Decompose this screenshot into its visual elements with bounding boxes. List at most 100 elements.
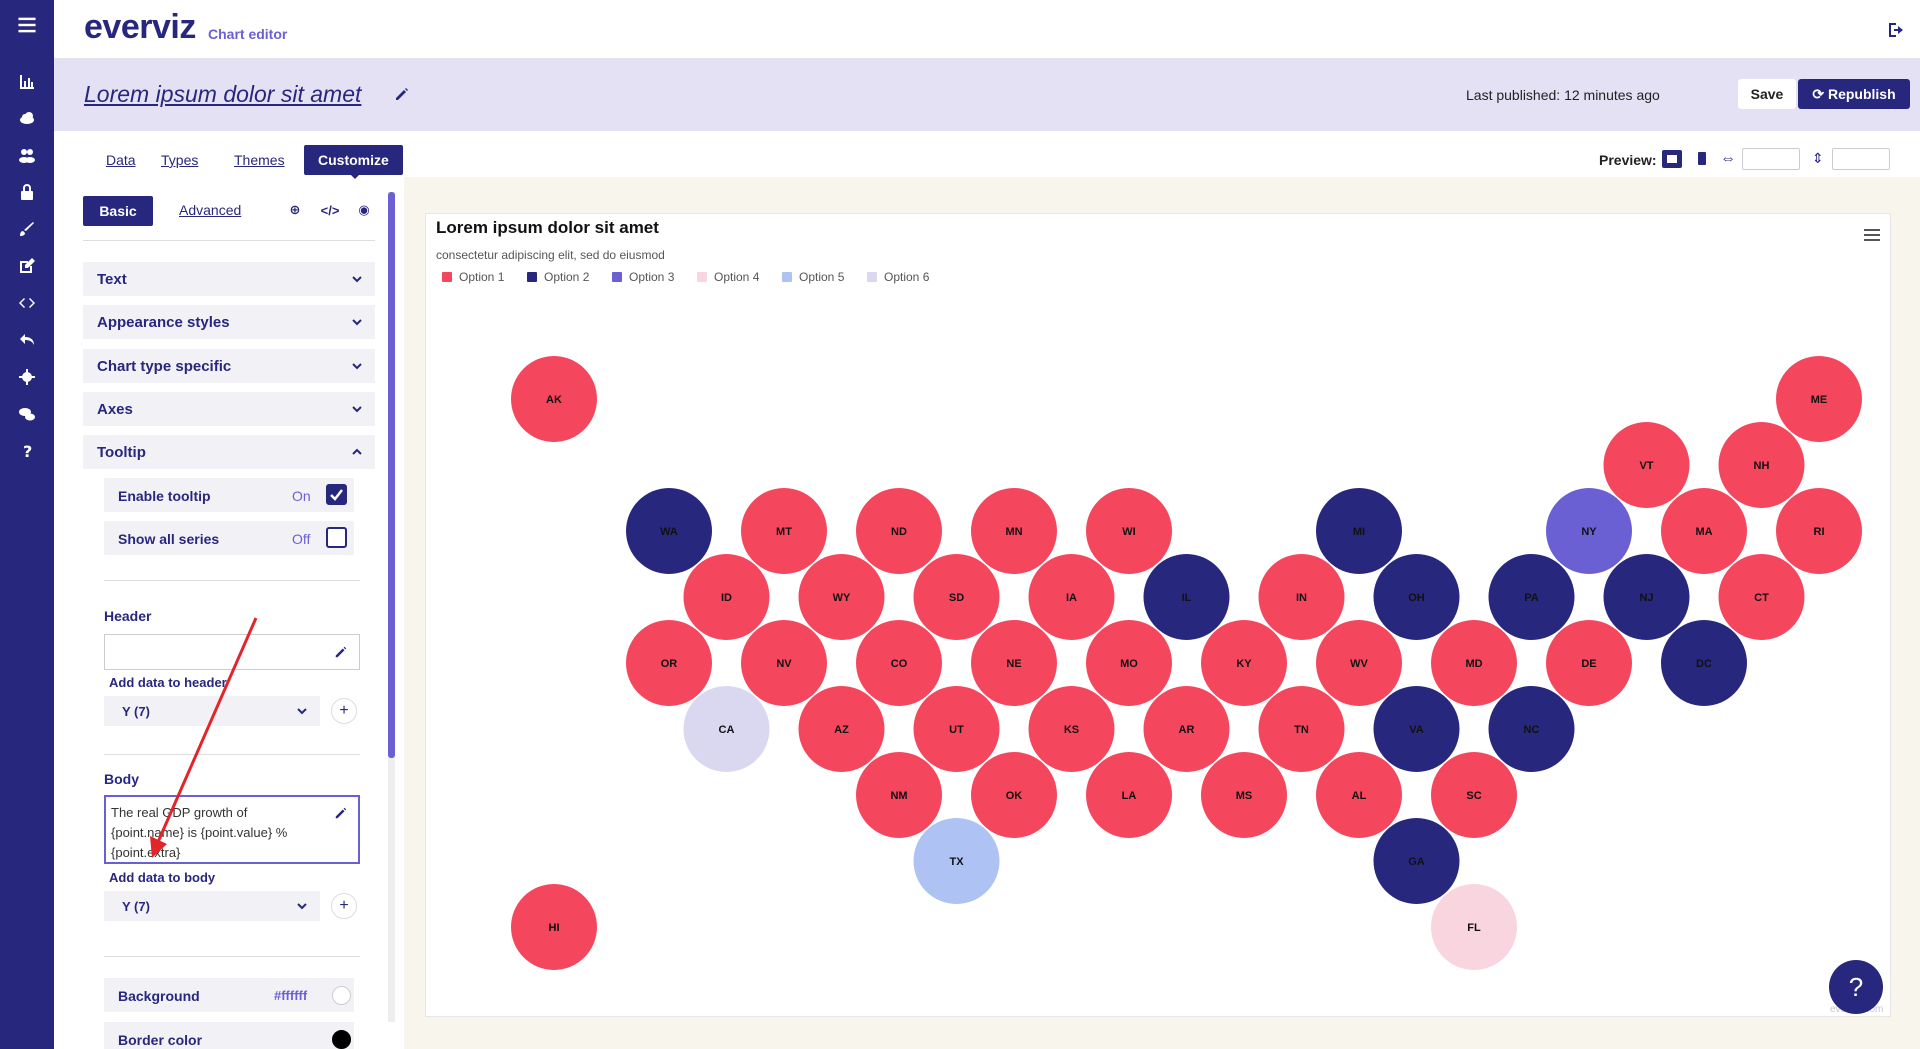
state-circle[interactable] (1431, 752, 1517, 838)
state-circle[interactable] (971, 488, 1057, 574)
logout-icon[interactable] (1886, 20, 1906, 40)
mobile-preview-icon[interactable] (1698, 152, 1706, 165)
menu-icon[interactable] (0, 10, 54, 40)
enable-tooltip-checkbox[interactable] (326, 484, 347, 505)
state-circle[interactable] (1546, 620, 1632, 706)
preview-height-input[interactable] (1832, 148, 1890, 170)
tab-data[interactable]: Data (106, 152, 136, 168)
crosshair-icon[interactable]: ⊕ (289, 202, 301, 217)
state-circle[interactable] (1316, 488, 1402, 574)
state-circle[interactable] (1201, 620, 1287, 706)
state-circle[interactable] (1603, 554, 1690, 640)
state-circle[interactable] (511, 356, 597, 442)
state-circle[interactable] (913, 818, 1000, 904)
state-circle[interactable] (511, 884, 597, 970)
state-circle[interactable] (1201, 752, 1287, 838)
state-tile[interactable]: WV (1316, 620, 1402, 706)
chart-title[interactable]: Lorem ipsum dolor sit amet (84, 81, 362, 107)
state-tile[interactable]: TX (913, 818, 1000, 904)
state-circle[interactable] (1488, 686, 1575, 772)
section-tooltip[interactable]: Tooltip (83, 435, 375, 469)
state-tile[interactable]: NE (971, 620, 1057, 706)
state-circle[interactable] (856, 752, 942, 838)
preview-width-input[interactable] (1742, 148, 1800, 170)
state-tile[interactable]: CT (1718, 554, 1805, 640)
state-tile[interactable]: MT (741, 488, 827, 574)
background-swatch[interactable] (332, 986, 351, 1005)
tab-customize[interactable]: Customize (304, 145, 403, 175)
state-circle[interactable] (1661, 488, 1747, 574)
state-circle[interactable] (1258, 686, 1345, 772)
state-circle[interactable] (741, 620, 827, 706)
tab-themes[interactable]: Themes (234, 152, 285, 168)
cloud-icon[interactable] (0, 103, 54, 133)
section-text[interactable]: Text (83, 262, 375, 296)
state-tile[interactable]: CA (683, 686, 770, 772)
state-circle[interactable] (1431, 620, 1517, 706)
question-icon[interactable]: ? (0, 436, 54, 466)
state-tile[interactable]: OR (626, 620, 712, 706)
state-circle[interactable] (1086, 488, 1172, 574)
state-tile[interactable]: MS (1201, 752, 1287, 838)
edit-icon[interactable] (0, 251, 54, 281)
section-appearance-styles[interactable]: Appearance styles (83, 305, 375, 339)
state-tile[interactable]: IA (1028, 554, 1115, 640)
state-circle[interactable] (1603, 422, 1690, 508)
users-icon[interactable] (0, 140, 54, 170)
state-circle[interactable] (626, 620, 712, 706)
lock-icon[interactable] (0, 177, 54, 207)
advanced-mode-link[interactable]: Advanced (179, 202, 242, 218)
state-circle[interactable] (1373, 554, 1460, 640)
state-circle[interactable] (1086, 752, 1172, 838)
state-tile[interactable]: DE (1546, 620, 1632, 706)
state-tile[interactable]: SC (1431, 752, 1517, 838)
state-tile[interactable]: NC (1488, 686, 1575, 772)
legend-item[interactable]: Option 5 (782, 270, 844, 284)
section-chart-type-specific[interactable]: Chart type specific (83, 349, 375, 383)
chart-icon[interactable] (0, 67, 54, 97)
state-tile[interactable]: MO (1086, 620, 1172, 706)
state-tile[interactable]: RI (1776, 488, 1862, 574)
add-body-data-button[interactable]: + (331, 893, 357, 919)
state-tile[interactable]: WI (1086, 488, 1172, 574)
state-circle[interactable] (1661, 620, 1747, 706)
state-circle[interactable] (1373, 686, 1460, 772)
state-tile[interactable]: NY (1546, 488, 1632, 574)
state-circle[interactable] (913, 554, 1000, 640)
state-tile[interactable]: KY (1201, 620, 1287, 706)
state-circle[interactable] (1776, 488, 1862, 574)
state-circle[interactable] (856, 488, 942, 574)
state-circle[interactable] (856, 620, 942, 706)
state-circle[interactable] (1776, 356, 1862, 442)
undo-icon[interactable] (0, 325, 54, 355)
legend-item[interactable]: Option 6 (867, 270, 929, 284)
legend-item[interactable]: Option 3 (612, 270, 674, 284)
legend-item[interactable]: Option 2 (527, 270, 589, 284)
state-circle[interactable] (798, 554, 885, 640)
state-circle[interactable] (1143, 686, 1230, 772)
state-tile[interactable]: MD (1431, 620, 1517, 706)
legend-item[interactable]: Option 4 (697, 270, 759, 284)
header-textbox[interactable] (104, 634, 360, 670)
state-tile[interactable]: KS (1028, 686, 1115, 772)
legend-item[interactable]: Option 1 (442, 270, 504, 284)
state-circle[interactable] (1258, 554, 1345, 640)
state-circle[interactable] (1718, 422, 1805, 508)
border-color-swatch[interactable] (332, 1030, 351, 1049)
state-tile[interactable]: AZ (798, 686, 885, 772)
section-axes[interactable]: Axes (83, 392, 375, 426)
republish-button[interactable]: ⟳ Republish (1798, 79, 1910, 109)
header-data-select[interactable]: Y (7) (104, 696, 320, 726)
help-button[interactable]: ? (1829, 960, 1883, 1014)
pencil-icon[interactable] (334, 645, 348, 659)
state-tile[interactable]: NV (741, 620, 827, 706)
eye-icon[interactable]: ◉ (358, 202, 370, 217)
body-textbox[interactable]: The real GDP growth of {point.name} is {… (104, 795, 360, 864)
panel-scroll-thumb[interactable] (388, 192, 395, 758)
state-tile[interactable]: IL (1143, 554, 1230, 640)
state-tile[interactable]: AL (1316, 752, 1402, 838)
save-button[interactable]: Save (1738, 79, 1796, 109)
state-tile[interactable]: ND (856, 488, 942, 574)
state-circle[interactable] (1028, 554, 1115, 640)
add-header-data-button[interactable]: + (331, 698, 357, 724)
